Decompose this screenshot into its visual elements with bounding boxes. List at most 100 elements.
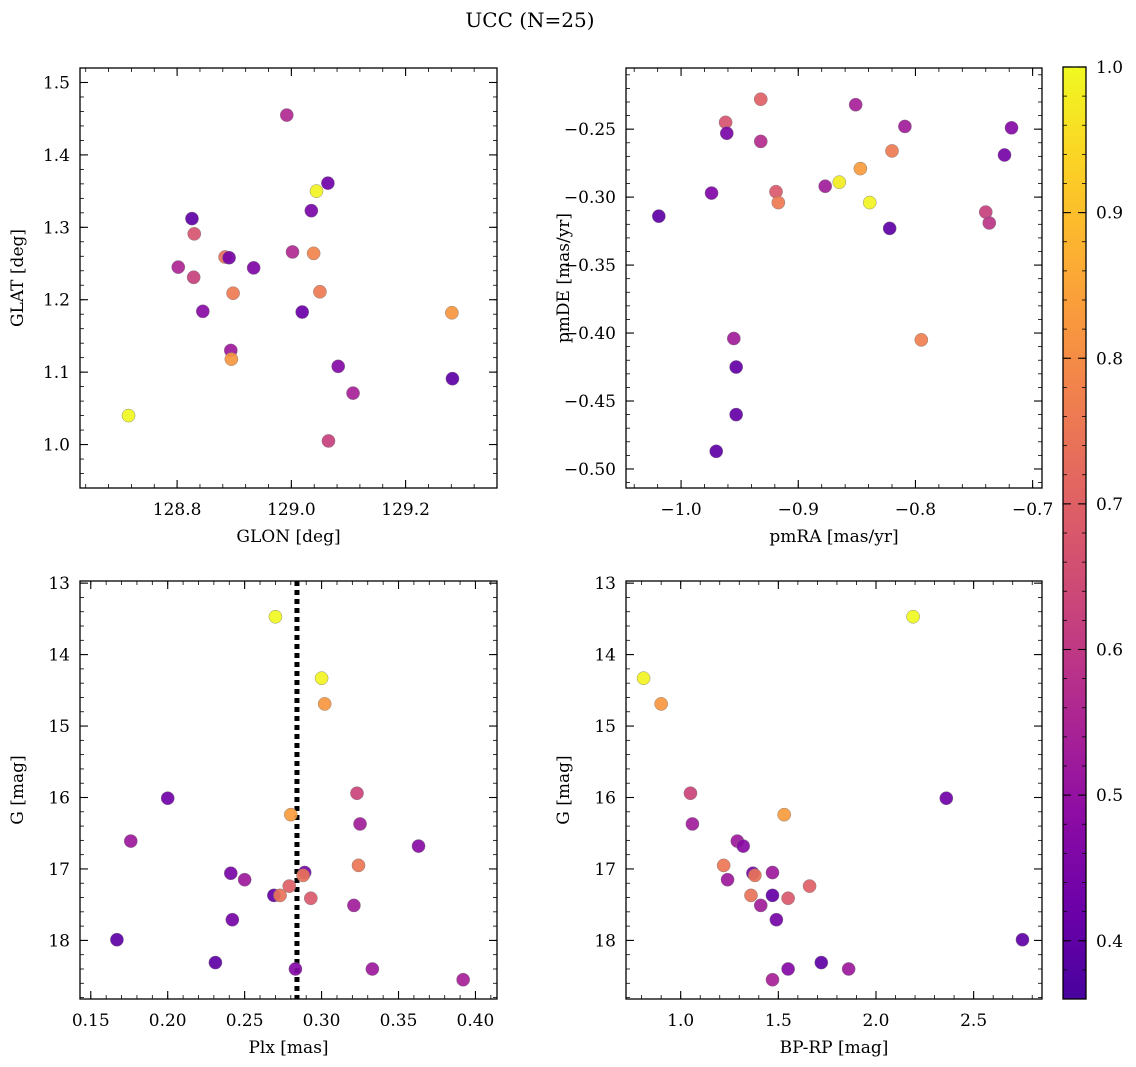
plot-frame (625, 580, 1043, 1000)
figure-title: UCC (N=25) (465, 8, 594, 32)
data-point (982, 216, 997, 230)
x-tick-label: −1.0 (660, 500, 701, 520)
data-point (226, 286, 240, 301)
colorbar-tick-label: 0.9 (1096, 204, 1123, 224)
data-point (683, 786, 698, 801)
data-point (171, 260, 186, 274)
data-point (841, 962, 856, 976)
data-point (636, 671, 651, 685)
data-point (285, 245, 300, 259)
panel-glon-glat: GLON [deg] GLAT [deg] 128.8 129.0 129.2 1.0… (8, 67, 498, 547)
y-tick-label: 17 (48, 860, 70, 880)
data-point (304, 891, 318, 906)
data-point (456, 972, 470, 987)
data-point (753, 898, 768, 913)
x-tick-label: 0.30 (303, 1011, 341, 1031)
data-point (906, 609, 920, 624)
data-point (753, 134, 768, 149)
data-point (882, 221, 897, 236)
x-tick-label: −0.7 (1012, 500, 1053, 520)
y-tick-label: −0.40 (564, 324, 616, 344)
data-point (160, 791, 175, 806)
data-point (736, 839, 750, 853)
y-tick-label: −0.50 (564, 460, 616, 480)
data-point (353, 817, 367, 831)
data-point (769, 912, 784, 927)
x-tick-label: 128.8 (153, 500, 202, 520)
data-point (885, 144, 899, 158)
data-point (716, 858, 731, 873)
data-point (187, 227, 202, 241)
data-point (268, 609, 283, 624)
x-tick-label: 0.25 (226, 1011, 264, 1031)
data-point (284, 807, 298, 822)
data-point (719, 126, 734, 141)
plot-frame (625, 67, 1043, 489)
x-tick-label: 2.0 (862, 1011, 889, 1031)
y-tick-label: 13 (594, 574, 616, 594)
data-point (771, 195, 786, 210)
y-tick-label: 14 (594, 646, 616, 666)
x-tick-label: 129.0 (267, 500, 316, 520)
data-point (652, 209, 666, 223)
y-tick-label: 17 (594, 860, 616, 880)
y-tick-label: −0.25 (564, 120, 616, 140)
x-axis-label: GLON [deg] (236, 527, 340, 547)
data-point (814, 955, 829, 970)
data-point (1004, 121, 1019, 135)
y-tick-label: 1.3 (43, 218, 70, 238)
colorbar-tick-label: 0.7 (1096, 495, 1123, 515)
x-tick-label: 0.15 (72, 1011, 110, 1031)
data-point (246, 261, 261, 275)
x-tick-label: 2.5 (960, 1011, 987, 1031)
data-point (314, 671, 329, 685)
data-point (196, 304, 210, 319)
data-point (208, 955, 223, 970)
colorbar: 0.4 0.5 0.6 0.7 0.8 0.9 1.0 (1062, 58, 1123, 1000)
data-point (898, 119, 912, 134)
y-axis-label: G [mag] (8, 755, 28, 824)
y-tick-label: −0.45 (564, 392, 616, 412)
data-point (765, 865, 780, 880)
data-point (781, 962, 795, 976)
data-point (853, 161, 868, 176)
data-point (939, 791, 954, 806)
data-point (862, 195, 877, 210)
data-point (997, 148, 1012, 162)
data-point (727, 331, 741, 346)
data-point (186, 270, 201, 285)
data-point (685, 817, 700, 831)
data-point (704, 186, 719, 200)
x-tick-label: 129.2 (381, 500, 430, 520)
x-axis-label: Plx [mas] (248, 1038, 328, 1058)
y-tick-label: 16 (48, 789, 70, 809)
data-point (765, 888, 780, 903)
panel-bprp-g: BP-RP [mag] G [mag] 1.0 1.5 2.0 2.5 13 14 15 16… (554, 574, 1043, 1058)
data-point (304, 203, 319, 218)
data-point (273, 888, 287, 903)
y-tick-label: −0.30 (564, 188, 616, 208)
data-point (802, 879, 817, 893)
data-point (744, 888, 758, 903)
x-tick-label: 0.40 (457, 1011, 495, 1031)
data-point (321, 434, 336, 448)
data-point (445, 371, 460, 386)
colorbar-tick-label: 0.4 (1096, 932, 1123, 952)
data-point (110, 932, 124, 947)
data-point (121, 408, 136, 423)
y-tick-label: 18 (48, 931, 70, 951)
data-point (729, 360, 743, 374)
data-point (223, 866, 238, 881)
data-point (321, 176, 335, 190)
data-point (222, 250, 236, 265)
colorbar-tick-label: 0.5 (1096, 786, 1123, 806)
x-tick-label: 1.5 (765, 1011, 792, 1031)
data-point (777, 807, 791, 822)
data-point (350, 786, 364, 801)
x-tick-label: −0.9 (778, 500, 819, 520)
data-point (317, 697, 332, 711)
data-point (709, 444, 724, 459)
y-tick-label: 18 (594, 931, 616, 951)
data-point (237, 872, 252, 887)
x-tick-label: 1.0 (667, 1011, 694, 1031)
